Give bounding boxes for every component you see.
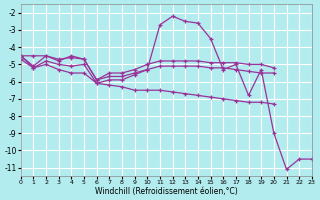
X-axis label: Windchill (Refroidissement éolien,°C): Windchill (Refroidissement éolien,°C)	[95, 187, 238, 196]
